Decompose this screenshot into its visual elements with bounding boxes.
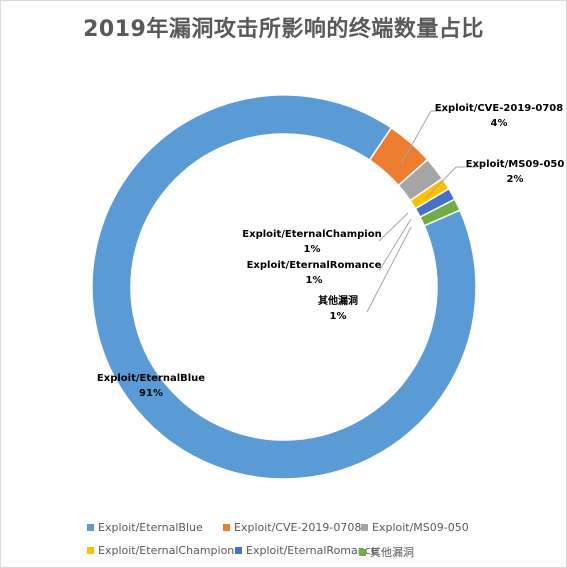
data-label-eternalblue: Exploit/EternalBlue 91% (97, 373, 205, 399)
data-label-eternalchampion: Exploit/EternalChampion 1% (242, 229, 381, 255)
leader-line-eternalchampion (378, 212, 409, 242)
data-label-category-eternalromance: Exploit/EternalRomance (247, 260, 382, 271)
legend-label-ms09-050: Exploit/MS09-050 (372, 521, 469, 534)
legend-label-eternalromance: Exploit/EternalRomance (246, 544, 378, 557)
legend-swatch-cve-2019-0708 (223, 524, 230, 531)
legend-item-eternalchampion: Exploit/EternalChampion (87, 544, 234, 557)
data-label-value-eternalchampion: 1% (304, 244, 321, 255)
legend-swatch-ms09-050 (361, 524, 368, 531)
data-label-category-other-vulns: 其他漏洞 (318, 294, 358, 307)
legend-label-eternalblue: Exploit/EternalBlue (98, 521, 203, 534)
chart-title: 2019年漏洞攻击所影响的终端数量占比 (83, 17, 484, 42)
legend: Exploit/EternalBlue Exploit/CVE-2019-0708… (1, 517, 566, 563)
leader-line-cve-2019-0708 (400, 110, 444, 165)
data-label-cve-2019-0708: Exploit/CVE-2019-0708 4% (435, 103, 564, 129)
data-label-value-other-vulns: 1% (330, 311, 347, 322)
legend-label-cve-2019-0708: Exploit/CVE-2019-0708 (234, 521, 362, 534)
legend-item-eternalromance: Exploit/EternalRomance (235, 544, 378, 557)
data-label-ms09-050: Exploit/MS09-050 2% (466, 159, 565, 185)
slice-other-vulns (419, 198, 461, 227)
data-label-value-eternalblue: 91% (139, 388, 163, 399)
legend-item-eternalblue: Exploit/EternalBlue (87, 521, 203, 534)
data-label-category-eternalchampion: Exploit/EternalChampion (242, 229, 381, 240)
legend-item-cve-2019-0708: Exploit/CVE-2019-0708 (223, 521, 361, 534)
data-label-value-cve-2019-0708: 4% (491, 118, 508, 129)
data-label-category-eternalblue: Exploit/EternalBlue (97, 373, 205, 384)
legend-label-other-vulns: 其他漏洞 (370, 546, 414, 559)
leader-line-ms09-050 (425, 166, 477, 199)
data-label-eternalromance: Exploit/EternalRomance 1% (247, 260, 382, 286)
slice-eternalblue (91, 94, 477, 480)
data-label-other-vulns: 其他漏洞 1% (318, 294, 358, 322)
legend-label-eternalchampion: Exploit/EternalChampion (98, 544, 235, 557)
legend-swatch-eternalblue (87, 524, 94, 531)
data-label-value-eternalromance: 1% (306, 275, 323, 286)
leader-line-other-vulns (366, 226, 412, 313)
legend-swatch-eternalromance (235, 547, 242, 554)
legend-swatch-eternalchampion (87, 547, 94, 554)
leader-line-eternalromance (378, 218, 412, 272)
legend-item-other-vulns: 其他漏洞 (359, 544, 414, 560)
data-label-category-ms09-050: Exploit/MS09-050 (466, 159, 565, 170)
legend-item-ms09-050: Exploit/MS09-050 (361, 521, 469, 534)
data-label-value-ms09-050: 2% (507, 174, 524, 185)
data-label-category-cve-2019-0708: Exploit/CVE-2019-0708 (435, 103, 564, 114)
legend-swatch-other-vulns (359, 548, 366, 556)
